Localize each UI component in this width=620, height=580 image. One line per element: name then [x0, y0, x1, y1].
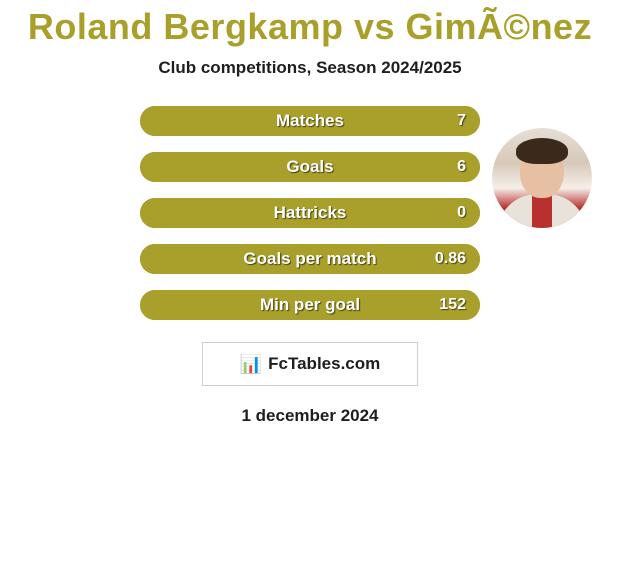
stat-bar: Min per goal 152: [140, 290, 480, 320]
player-avatar-right: [492, 128, 592, 228]
stat-bar-label: Matches: [276, 111, 344, 131]
logo-text: FcTables.com: [268, 354, 380, 374]
stat-bar: Goals 6: [140, 152, 480, 182]
logo-box[interactable]: 📊 FcTables.com: [202, 342, 418, 386]
stat-bar-value: 0.86: [435, 250, 466, 268]
footer-date: 1 december 2024: [0, 406, 620, 426]
stats-container: Matches 7 Goals 6 Hattricks 0 Goals per match 0…: [0, 106, 620, 426]
page-title: Roland Bergkamp vs GimÃ©nez: [0, 0, 620, 48]
subtitle: Club competitions, Season 2024/2025: [0, 58, 620, 78]
stat-bar: Hattricks 0: [140, 198, 480, 228]
stat-bar-label: Goals per match: [243, 249, 376, 269]
placeholder-ellipse-right: [500, 262, 602, 288]
placeholder-ellipse-left-2: [18, 180, 124, 204]
stat-bar-value: 152: [439, 296, 466, 314]
stat-bar-value: 7: [457, 112, 466, 130]
placeholder-ellipse-left-1: [4, 126, 112, 156]
stat-bar-value: 6: [457, 158, 466, 176]
stat-bar: Goals per match 0.86: [140, 244, 480, 274]
stat-bar-label: Min per goal: [260, 295, 360, 315]
avatar-jersey-stripe: [532, 194, 552, 228]
chart-icon: 📊: [240, 354, 262, 375]
stat-bar-label: Hattricks: [274, 203, 347, 223]
stat-bar-value: 0: [457, 204, 466, 222]
avatar-hair-shape: [516, 138, 568, 164]
stat-bar-label: Goals: [286, 157, 333, 177]
stat-bar: Matches 7: [140, 106, 480, 136]
